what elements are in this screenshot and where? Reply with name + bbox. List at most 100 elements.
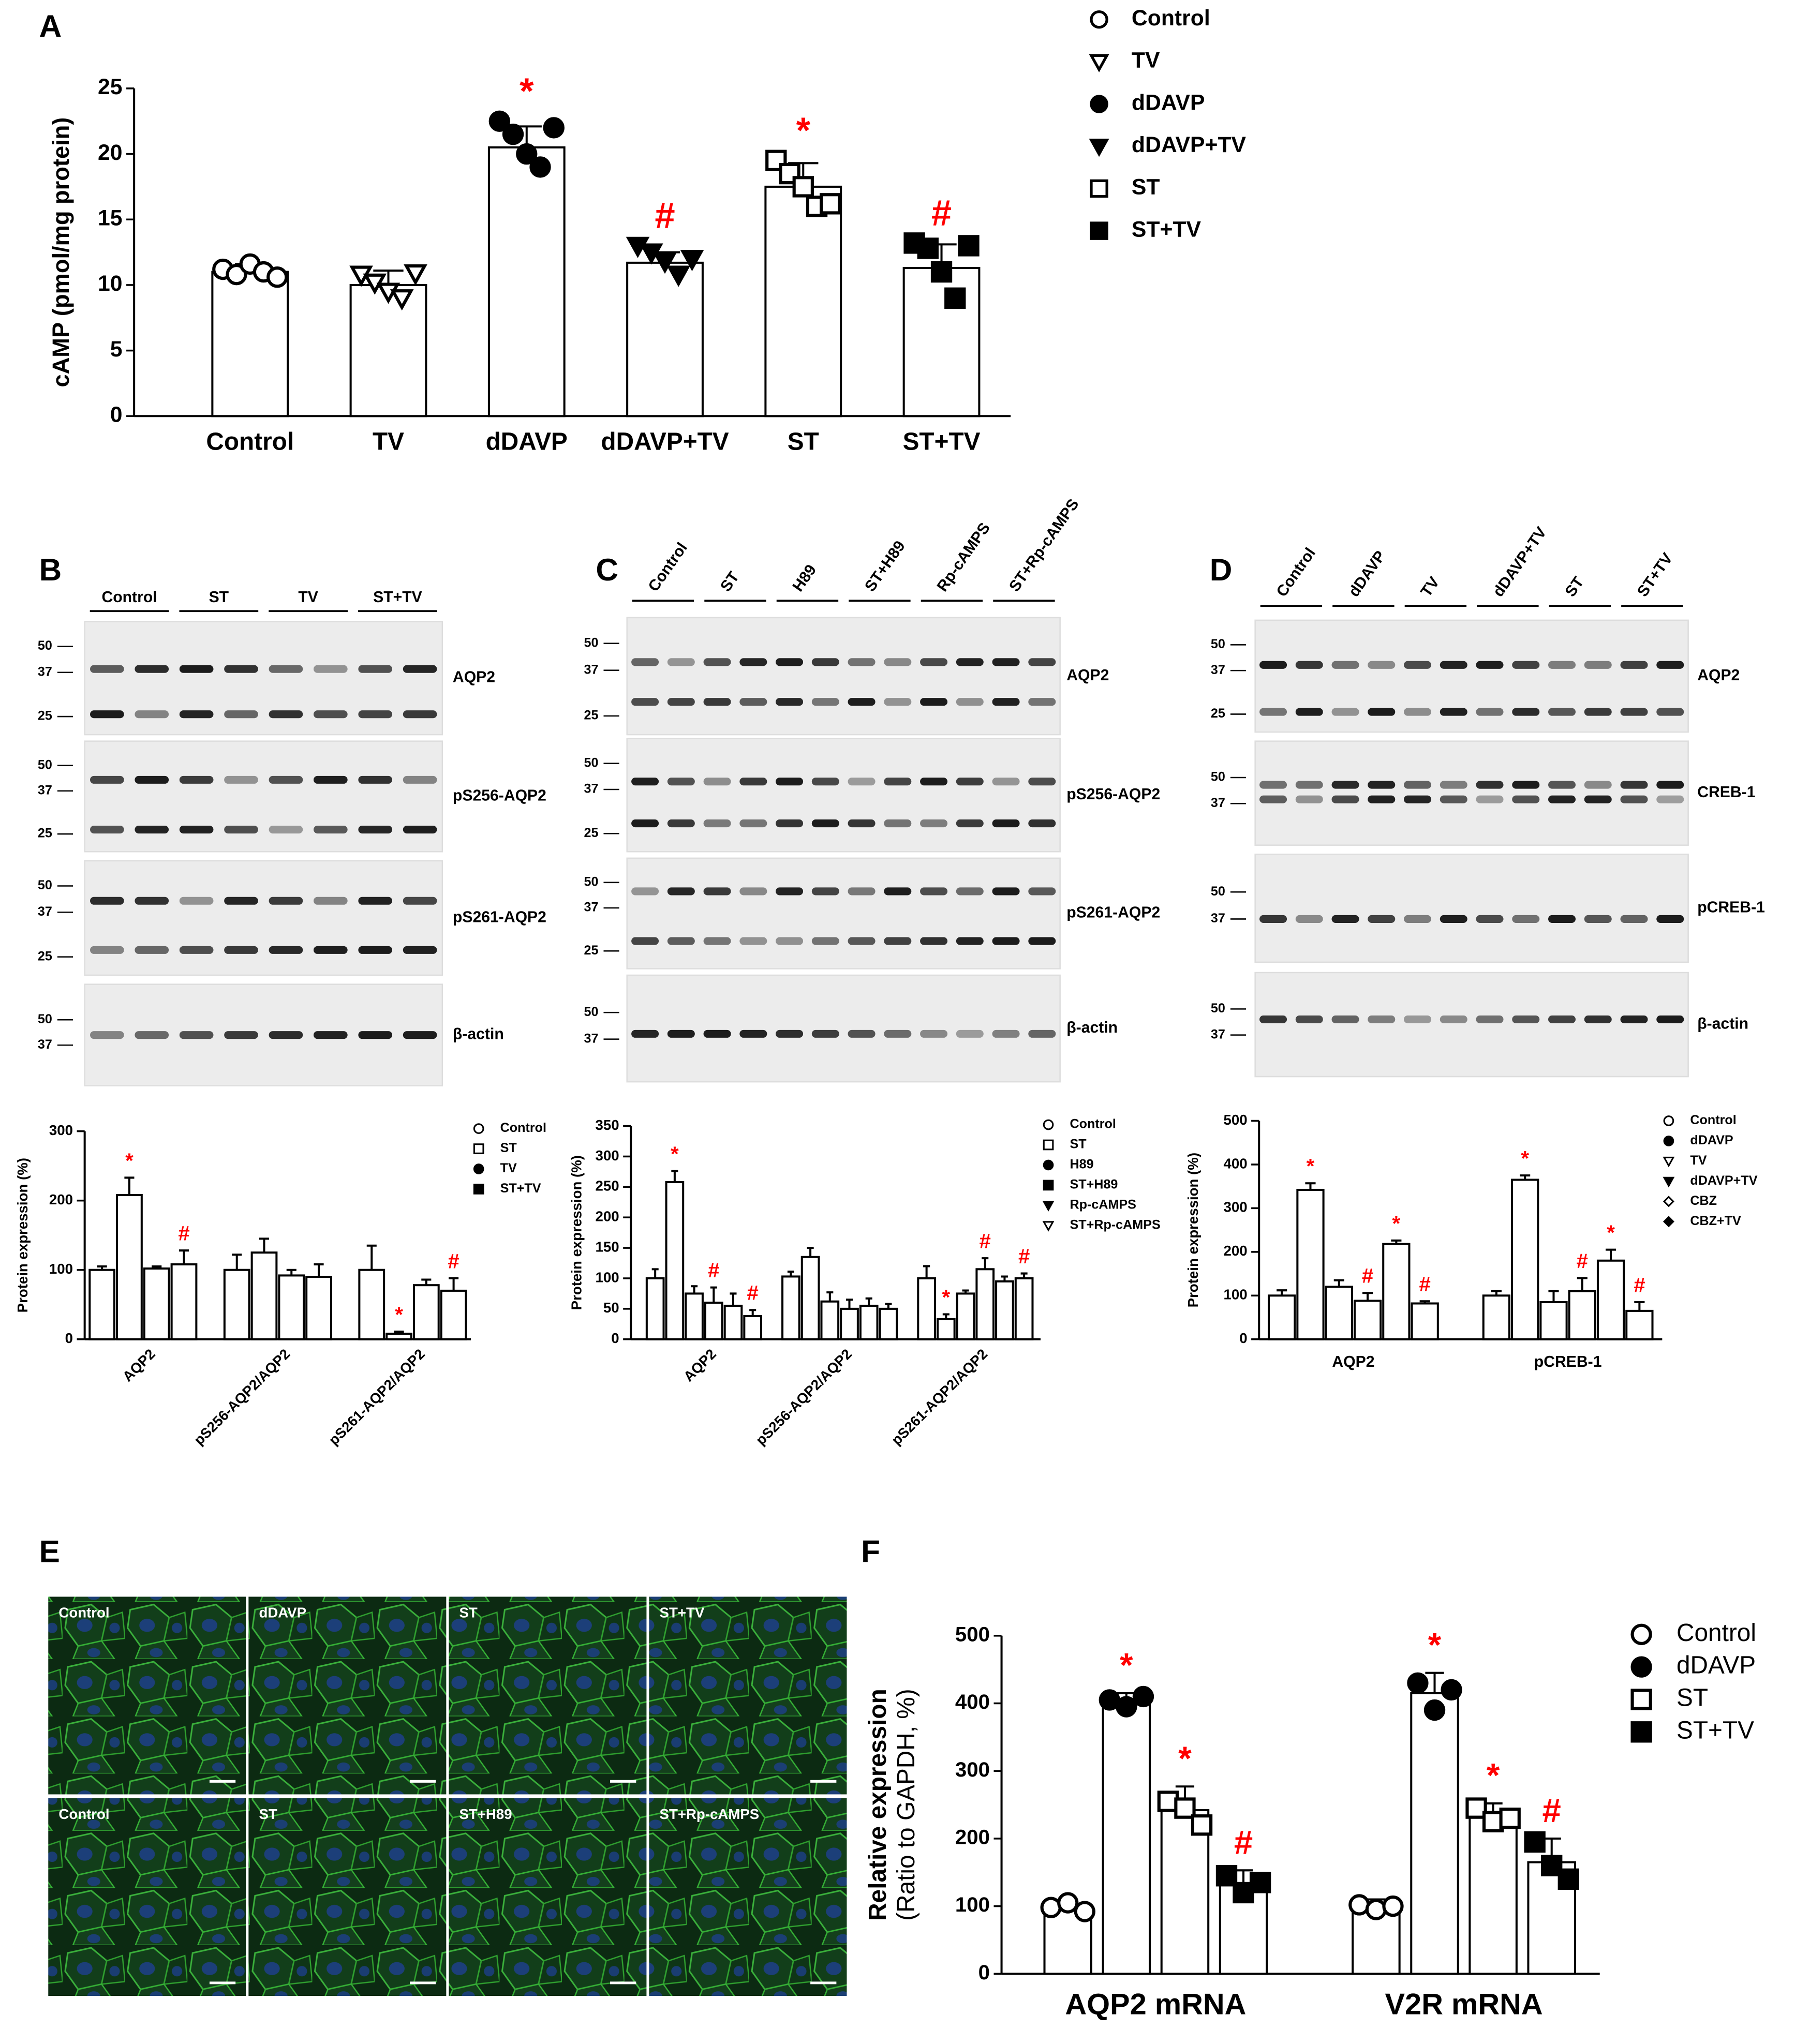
x-tick-label: ST: [788, 428, 819, 456]
lane-group-label: TV: [298, 589, 318, 606]
legend-marker: [1663, 1196, 1674, 1207]
blot-band: [358, 710, 393, 719]
bar: [1568, 1290, 1596, 1340]
y-tick-label: 200: [596, 1209, 619, 1225]
legend-label: CBZ: [1690, 1193, 1717, 1208]
blot-band: [1656, 708, 1684, 716]
mw-label: 37: [584, 900, 598, 915]
significance-label: #: [1018, 1245, 1030, 1268]
significance-label: *: [1487, 1756, 1500, 1794]
mw-label: 25: [38, 949, 52, 963]
legend-marker: [1090, 10, 1108, 29]
x-tick-label: pS256-AQP2/AQP2: [752, 1346, 855, 1448]
micrograph: [449, 1798, 647, 1996]
x-tick-label: AQP2 mRNA: [1065, 1988, 1246, 2021]
legend-label: Rp-cAMPS: [1070, 1198, 1136, 1212]
legend-marker: [1663, 1115, 1674, 1126]
blot-band: [1331, 915, 1359, 923]
y-tick-label: 400: [1223, 1155, 1247, 1171]
blot-band: [811, 937, 839, 945]
legend-marker: [1630, 1656, 1652, 1678]
error-bar: [923, 1265, 930, 1278]
y-tick-label: 20: [98, 140, 123, 165]
lane-group-label: ST+TV: [373, 589, 422, 606]
blot-row-label: β-actin: [1066, 1019, 1118, 1036]
y-tick-label: 300: [1223, 1199, 1247, 1215]
bar: [487, 146, 566, 417]
blot-band: [314, 1031, 348, 1039]
legend-label: CBZ+TV: [1690, 1214, 1741, 1228]
error-bar: [1277, 1289, 1287, 1296]
error-bar: [807, 1247, 814, 1257]
data-point: [390, 289, 414, 311]
blot-band: [1404, 661, 1432, 669]
blot-band: [224, 775, 258, 784]
x-tick-label: TV: [373, 428, 404, 456]
blot-band: [1440, 1015, 1467, 1024]
blot-row-label: pS261-AQP2: [453, 908, 546, 926]
bar: [1102, 1702, 1151, 1975]
x-tick-label: pS261-AQP2/AQP2: [325, 1346, 428, 1448]
error-bar: [1020, 1272, 1028, 1278]
blot-band: [90, 897, 124, 905]
blot-band: [776, 658, 804, 666]
blot-band: [956, 937, 984, 945]
blot-band: [179, 710, 214, 719]
blot-band: [1404, 781, 1432, 789]
legend-marker: [1630, 1689, 1652, 1710]
mw-label: 37: [584, 782, 598, 796]
blot-band: [1548, 781, 1576, 789]
bar: [358, 1269, 385, 1340]
y-tick-label: 0: [611, 1330, 619, 1346]
bar: [704, 1302, 723, 1340]
blot-band: [1548, 915, 1576, 923]
lane-group-label: ST+Rp-cAMPS: [1006, 496, 1082, 594]
bar: [1382, 1243, 1411, 1340]
blot-band: [403, 1031, 437, 1039]
error-bar: [1425, 1672, 1444, 1693]
legend-label: dDAVP+TV: [1690, 1173, 1757, 1188]
error-bar: [1001, 1275, 1008, 1281]
blot-band: [90, 1031, 124, 1039]
data-point: [1524, 1831, 1546, 1853]
legend-label: ST: [1070, 1137, 1087, 1152]
data-point: [1465, 1797, 1487, 1819]
blot-band: [179, 1031, 214, 1039]
blot-band: [358, 775, 393, 784]
blot-band: [992, 778, 1020, 786]
blot-band: [314, 825, 348, 834]
lane-group-label: dDAVP: [1345, 548, 1389, 600]
error-bar: [97, 1265, 107, 1270]
blot-band: [1331, 708, 1359, 716]
legend-label: Control: [1677, 1619, 1756, 1647]
blot-band: [739, 819, 767, 828]
blot-band: [1656, 781, 1684, 789]
blot-band: [703, 1030, 731, 1038]
blot-band: [1440, 708, 1467, 716]
x-tick-label: dDAVP+TV: [601, 428, 729, 456]
y-tick-label: 5: [110, 337, 123, 362]
blot-membrane: [1254, 972, 1689, 1078]
blot-band: [884, 698, 912, 706]
blot-band: [848, 937, 876, 945]
bar: [1482, 1294, 1511, 1340]
legend-label: ST: [1677, 1684, 1708, 1712]
y-axis-label: Relative expression: [864, 1689, 892, 1921]
mw-label: 37: [1211, 1027, 1225, 1041]
blot-band: [1404, 915, 1432, 923]
micrograph: [649, 1798, 847, 1996]
blot-band: [1259, 915, 1287, 923]
bar: [859, 1304, 879, 1340]
error-bar: [366, 1244, 377, 1270]
blot-band: [1259, 1015, 1287, 1024]
legend-marker: [1663, 1216, 1674, 1228]
blot-band: [631, 1030, 659, 1038]
x-tick-label: V2R mRNA: [1385, 1988, 1543, 2021]
bar: [1539, 1301, 1568, 1340]
error-bar: [942, 1313, 950, 1319]
blot-band: [1028, 819, 1056, 828]
micrograph: [48, 1597, 246, 1795]
blot-band: [811, 658, 839, 666]
data-point: [488, 110, 510, 132]
x-tick-label: AQP2: [680, 1346, 719, 1384]
